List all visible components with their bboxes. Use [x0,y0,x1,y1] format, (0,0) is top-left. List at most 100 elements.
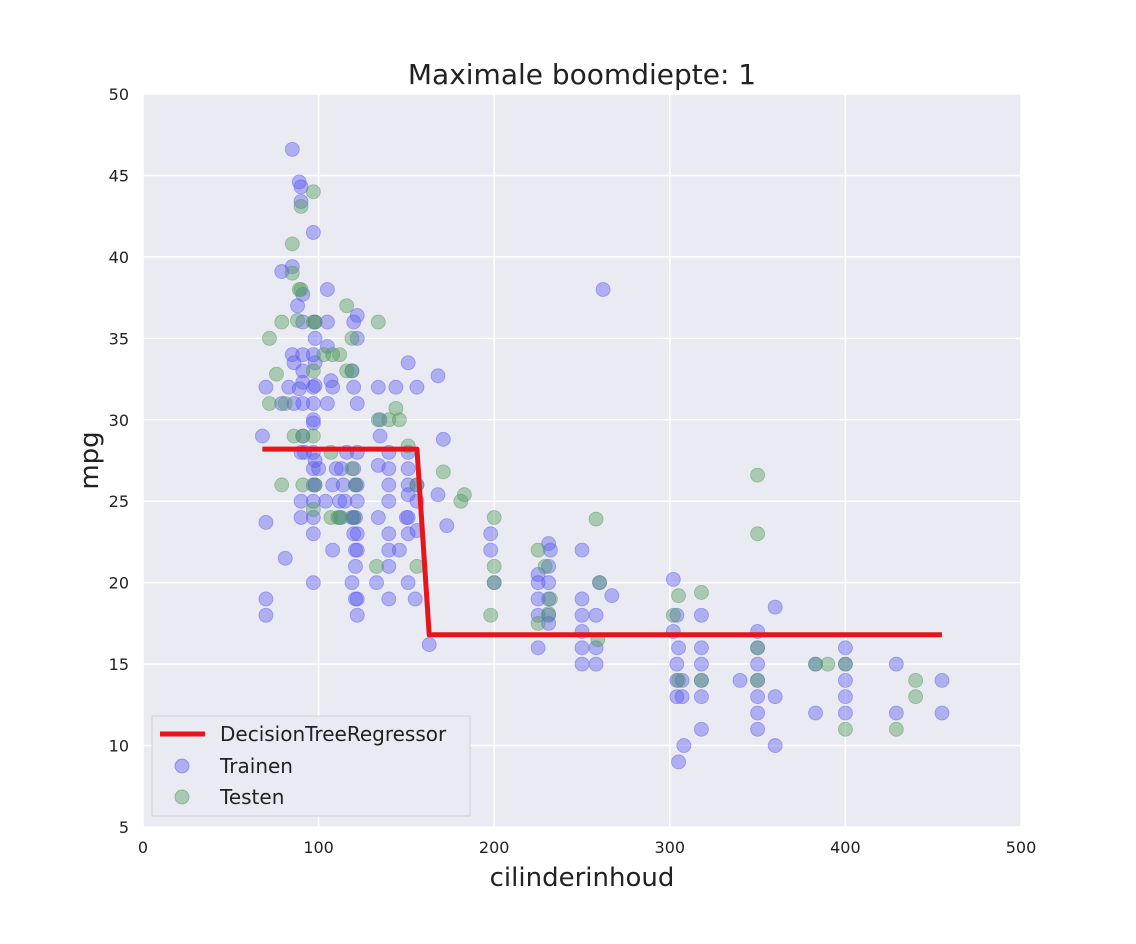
train-point [277,550,293,566]
test-point [305,501,321,517]
test-point [808,656,823,672]
train-point [284,141,300,157]
train-point [400,575,416,591]
train-point [694,607,709,623]
train-point [888,705,904,721]
train-point [337,493,353,509]
train-point [604,588,620,604]
train-point [305,575,321,591]
train-point [674,673,690,688]
train-point [255,428,270,444]
test-point [293,282,309,297]
test-point [370,412,386,428]
y-tick-label: 35 [109,329,129,348]
train-point [750,721,765,737]
test-point [694,673,709,688]
train-point [318,493,334,509]
test-point [888,721,904,737]
train-point [400,510,416,525]
train-point [808,705,823,721]
decision-tree-line [262,446,942,638]
test-point [750,673,765,688]
train-point [574,640,590,656]
train-point [595,282,611,297]
train-point [838,705,853,721]
test-point [305,428,321,444]
train-point [694,656,709,672]
train-point [344,575,360,591]
x-axis-label: cilinderinhoud [490,863,675,893]
test-point [750,467,765,483]
test-point [293,198,309,214]
chart-title: Maximale boomdiepte: 1 [408,58,756,91]
train-point [295,314,311,330]
train-point [349,542,365,558]
train-point [483,526,499,542]
test-point [332,347,348,363]
test-point [269,366,284,382]
y-tick-label: 25 [109,492,129,511]
train-point [305,526,321,542]
train-point [381,591,397,607]
train-point [258,607,274,623]
train-point [307,378,323,393]
test-point [908,689,924,705]
legend-label-testen: Testen [219,785,284,809]
y-tick-label: 30 [109,411,129,430]
train-point [838,689,853,705]
train-point [381,477,397,493]
y-tick-label: 20 [109,574,129,593]
train-point [325,542,341,558]
train-point [421,637,437,652]
regression-line [262,446,942,638]
y-tick-label: 45 [109,166,129,185]
train-point [574,542,590,558]
train-point [574,591,590,607]
train-point [349,308,365,323]
train-point [332,493,348,509]
test-point [530,615,546,631]
train-point [694,640,709,656]
train-point [409,379,425,395]
x-tick-label: 500 [1006,838,1037,857]
y-axis-label: mpg [75,431,105,489]
legend-label-trainen: Trainen [219,754,293,778]
train-point [381,558,397,574]
test-point [274,314,290,330]
train-point [349,330,365,346]
test-point [694,585,709,600]
train-point [750,656,765,672]
train-point [588,656,604,672]
train-point [767,738,783,753]
train-point [669,689,685,705]
train-point [258,379,274,395]
train-point [293,493,309,509]
train-point [348,558,363,574]
train-point [530,575,546,591]
test-point [530,542,546,558]
train-point [325,379,341,395]
train-point [542,542,558,558]
train-point [258,514,274,530]
train-point [349,493,365,509]
train-point [400,355,416,371]
test-point [295,477,311,493]
test-point [344,330,360,346]
train-point [319,396,335,411]
test-point [284,265,300,281]
test-point [671,588,686,604]
train-point [293,510,309,525]
train-point [295,347,311,363]
test-point [541,606,557,622]
train-point [888,656,904,672]
train-point [665,572,681,587]
test-point [391,412,407,428]
test-point [305,363,321,379]
train-point [381,461,397,477]
legend: DecisionTreeRegressor Trainen Testen [151,715,471,817]
test-point [671,673,686,688]
train-point [328,461,344,477]
test-point [348,477,363,493]
train-point [307,453,323,468]
